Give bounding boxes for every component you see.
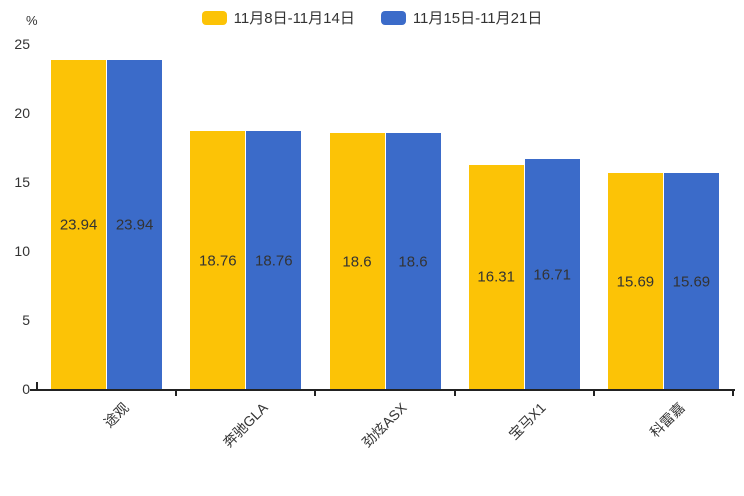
legend: 11月8日-11月14日 11月15日-11月21日 — [0, 7, 744, 28]
bar-value-label: 18.76 — [255, 252, 293, 270]
bar-value-label: 23.94 — [59, 216, 98, 234]
bar-series-1-category-2[interactable] — [385, 133, 441, 390]
bar-value-label: 15.69 — [672, 273, 711, 291]
x-axis-tick — [732, 391, 734, 396]
bar-series-0-category-4[interactable] — [607, 173, 663, 390]
bar-series-1-category-4[interactable] — [663, 173, 719, 390]
bar-series-1-category-1[interactable] — [246, 131, 302, 390]
bar-series-0-category-3[interactable] — [468, 164, 524, 390]
y-tick-label: 15 — [14, 174, 30, 190]
y-axis-unit-label: % — [26, 13, 38, 28]
legend-swatch-icon — [201, 10, 227, 25]
bar-value-label: 18.6 — [342, 253, 372, 271]
y-tick-label: 10 — [14, 243, 30, 259]
bar-value-label: 16.31 — [477, 268, 515, 286]
bar-series-0-category-1[interactable] — [190, 131, 246, 390]
x-category-label: 劲炫ASX — [358, 399, 410, 451]
legend-label: 11月8日-11月14日 — [233, 10, 355, 27]
x-axis-tick — [453, 391, 456, 396]
x-axis-tick — [592, 391, 595, 396]
bar-value-label: 18.76 — [199, 252, 237, 270]
legend-item-series-0[interactable]: 11月8日-11月14日 — [201, 7, 355, 28]
x-axis-tick — [175, 391, 178, 396]
y-tick-label: 5 — [22, 312, 30, 328]
x-category-label: 途观 — [100, 399, 132, 431]
bar-value-label: 15.69 — [616, 273, 655, 291]
y-tick-label: 0 — [22, 381, 30, 397]
x-category-label: 科雷嘉 — [647, 399, 689, 441]
x-category-label: 宝马X1 — [505, 399, 549, 443]
legend-swatch-icon — [380, 10, 406, 25]
x-axis-line — [30, 389, 735, 391]
bar-value-label: 23.94 — [115, 216, 154, 234]
bar-value-label: 18.6 — [398, 253, 428, 271]
y-tick-label: 20 — [14, 105, 30, 121]
bar-series-0-category-2[interactable] — [329, 133, 385, 390]
bar-value-label: 16.71 — [533, 266, 571, 284]
legend-label: 11月15日-11月21日 — [412, 10, 543, 27]
x-category-label: 奔驰GLA — [219, 399, 271, 451]
x-axis-tick — [314, 391, 317, 396]
y-tick-label: 25 — [14, 36, 30, 52]
bar-series-0-category-0[interactable] — [51, 59, 107, 390]
bar-series-1-category-0[interactable] — [107, 59, 163, 390]
y-axis-zero-tick — [36, 382, 38, 389]
legend-item-series-1[interactable]: 11月15日-11月21日 — [380, 7, 543, 28]
bar-series-1-category-3[interactable] — [524, 159, 580, 390]
